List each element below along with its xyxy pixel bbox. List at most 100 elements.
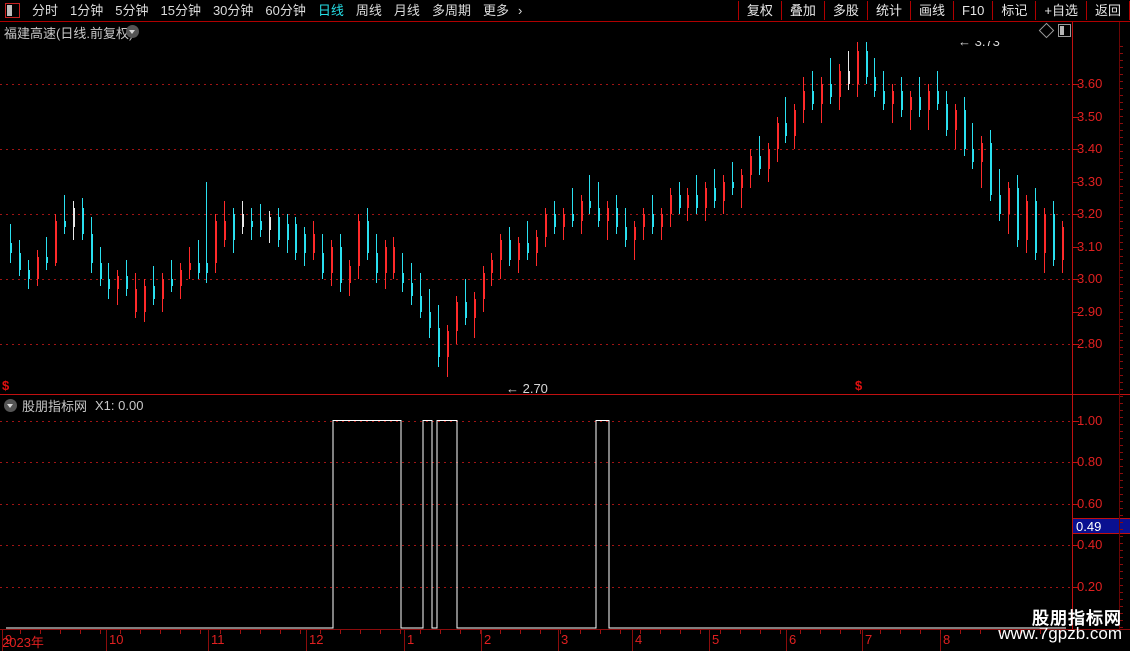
button-add-watchlist[interactable]: +自选 <box>1035 1 1087 20</box>
candle-body <box>634 227 636 241</box>
axis-divider-line <box>1072 22 1073 630</box>
button-duogu[interactable]: 多股 <box>823 1 868 20</box>
candle-body <box>1053 214 1055 260</box>
candle-bar <box>981 136 982 189</box>
gridline <box>0 149 1072 151</box>
date-minor-tick <box>1020 630 1021 634</box>
candle-body <box>848 70 850 84</box>
edge-tick <box>1120 613 1123 614</box>
candle-body <box>946 103 948 130</box>
edge-tick <box>1120 501 1123 502</box>
candle-body <box>483 272 485 299</box>
button-back[interactable]: 返回 <box>1085 1 1130 20</box>
period-more[interactable]: 更多 <box>482 2 509 18</box>
button-biaoji[interactable]: 标记 <box>992 1 1037 20</box>
edge-tick <box>1120 410 1123 411</box>
axis-tick <box>1073 246 1079 248</box>
date-minor-tick <box>260 630 261 634</box>
button-fuquan[interactable]: 复权 <box>737 1 782 20</box>
split-panel-icon[interactable] <box>1058 24 1071 37</box>
period-weekly[interactable]: 周线 <box>355 2 382 18</box>
button-tongji[interactable]: 统计 <box>866 1 911 20</box>
candle-body <box>981 142 983 163</box>
candle-body <box>135 289 137 312</box>
edge-tick <box>1120 578 1123 579</box>
date-tick-label: 1 <box>407 632 415 647</box>
current-value-badge[interactable]: 0.49 <box>1073 518 1130 535</box>
candle-body <box>830 84 832 98</box>
date-minor-tick <box>240 630 241 634</box>
edge-tick <box>1120 130 1123 131</box>
candle-bar <box>10 223 11 263</box>
gridline <box>0 84 1072 85</box>
gridline <box>0 279 1072 281</box>
period-fenshi[interactable]: 分时 <box>32 2 59 18</box>
candle-body <box>866 51 868 78</box>
indicator-header: 股朋指标网 X1: 0.00 <box>0 396 143 414</box>
date-minor-tick <box>820 630 821 634</box>
price-value-axis[interactable]: 3.60 3.50 3.40 3.30 3.20 3.10 3.00 2.90 2.80 1.00… <box>1073 22 1130 630</box>
indicator-tick-label: 0.60 <box>1077 495 1103 511</box>
price-tick-label: 3.50 <box>1077 108 1103 124</box>
button-diejia[interactable]: 叠加 <box>780 1 825 20</box>
candle-body <box>474 298 476 319</box>
edge-tick <box>1120 515 1123 516</box>
date-tick-label: 12 <box>309 632 324 647</box>
edge-tick <box>1120 74 1123 75</box>
candle-body <box>82 207 84 234</box>
edge-tick <box>1120 382 1123 383</box>
candle-body <box>429 311 431 329</box>
candle-bar <box>153 266 154 306</box>
edge-tick <box>1120 249 1123 250</box>
edge-tick <box>1120 543 1123 544</box>
candle-body <box>215 220 217 264</box>
edge-tick <box>1120 165 1123 166</box>
date-minor-tick <box>540 630 541 634</box>
period-monthly[interactable]: 月线 <box>393 2 420 18</box>
chevron-right-icon[interactable]: › <box>517 3 523 18</box>
edge-tick <box>1120 242 1123 243</box>
candle-bar <box>759 136 760 176</box>
date-minor-tick <box>220 630 221 634</box>
chevron-down-icon[interactable] <box>4 398 17 412</box>
candle-body <box>1026 201 1028 241</box>
period-5min[interactable]: 5分钟 <box>115 2 149 18</box>
candle-body <box>794 110 796 137</box>
price-tick-label: 2.90 <box>1077 303 1103 319</box>
edge-tick <box>1120 277 1123 278</box>
panel-layout-icon[interactable] <box>5 3 20 18</box>
candle-body <box>1017 188 1019 241</box>
period-multi[interactable]: 多周期 <box>431 2 471 18</box>
period-15min[interactable]: 15分钟 <box>160 2 201 18</box>
period-60min[interactable]: 60分钟 <box>265 2 306 18</box>
candle-bar <box>741 168 742 208</box>
candle-body <box>322 253 324 273</box>
edge-tick <box>1120 389 1123 390</box>
edge-tick <box>1120 417 1123 418</box>
button-f10[interactable]: F10 <box>952 1 994 20</box>
period-30min[interactable]: 30分钟 <box>212 2 254 18</box>
candle-body <box>144 285 146 312</box>
period-daily[interactable]: 日线 <box>317 2 344 18</box>
button-huaxian[interactable]: 画线 <box>909 1 954 20</box>
candle-body <box>741 175 743 189</box>
date-minor-tick <box>720 630 721 634</box>
date-minor-tick <box>320 630 321 634</box>
candle-bar <box>830 57 831 104</box>
date-minor-tick <box>900 630 901 634</box>
indicator-chart-panel[interactable] <box>0 396 1072 629</box>
date-tick-label: 3 <box>561 632 569 647</box>
price-chart-panel[interactable]: ← 3.73 ← 2.70 <box>0 41 1072 394</box>
edge-tick <box>1120 291 1123 292</box>
edge-tick <box>1120 592 1123 593</box>
edge-tick <box>1120 466 1123 467</box>
date-minor-tick <box>960 630 961 634</box>
chevron-down-icon[interactable] <box>126 25 139 38</box>
date-minor-tick <box>400 630 401 634</box>
edge-tick <box>1120 396 1123 397</box>
candle-bar <box>972 123 973 169</box>
edge-tick <box>1120 424 1123 425</box>
period-1min[interactable]: 1分钟 <box>70 2 104 18</box>
date-minor-tick <box>500 630 501 634</box>
